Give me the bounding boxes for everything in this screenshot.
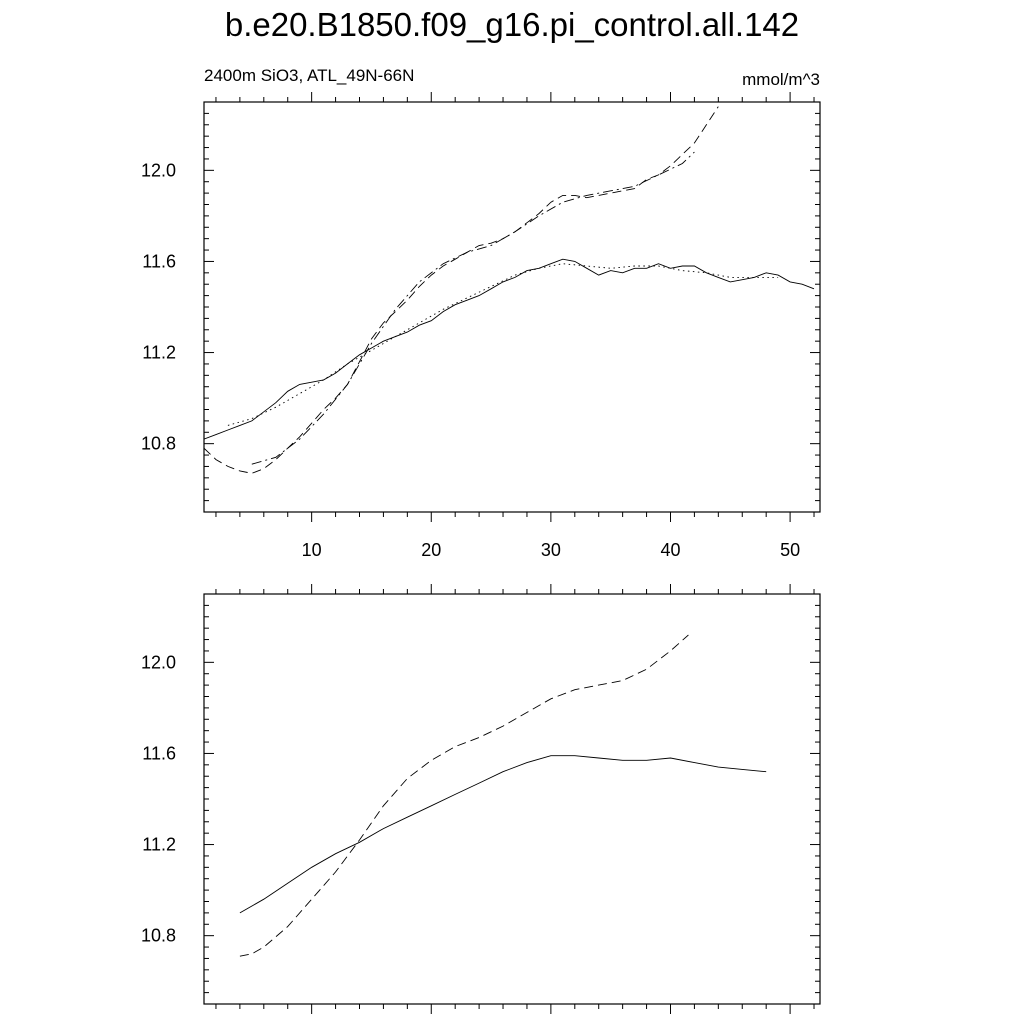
y-tick-label: 11.2 [142, 343, 176, 363]
y-tick-label: 11.2 [142, 835, 176, 855]
x-tick-label: 10 [302, 540, 322, 560]
series-line-solid [239, 755, 767, 914]
y-tick-label: 11.6 [142, 743, 176, 763]
y-tick-label: 10.8 [141, 926, 176, 946]
series-line-dotted [227, 263, 779, 426]
series-line-solid [204, 258, 815, 440]
plot-frame-2 [203, 593, 821, 1005]
chart-units-label: mmol/m^3 [742, 70, 820, 89]
y-tick-label: 10.8 [141, 434, 176, 454]
y-tick-label: 12.0 [141, 652, 176, 672]
series-line-dashdot [251, 151, 695, 465]
series-line-dashed [239, 634, 689, 957]
chart-subtitle-left: 2400m SiO3, ATL_49N-66N [204, 66, 415, 85]
x-tick-label: 50 [780, 540, 800, 560]
x-tick-label: 30 [541, 540, 561, 560]
y-tick-label: 12.0 [141, 160, 176, 180]
plot-frame-1 [203, 101, 821, 513]
x-tick-label: 20 [421, 540, 441, 560]
x-tick-label: 40 [660, 540, 680, 560]
series-line-dashed [204, 106, 719, 474]
chart-title: b.e20.B1850.f09_g16.pi_control.all.142 [224, 6, 800, 43]
y-tick-label: 11.6 [142, 251, 176, 271]
